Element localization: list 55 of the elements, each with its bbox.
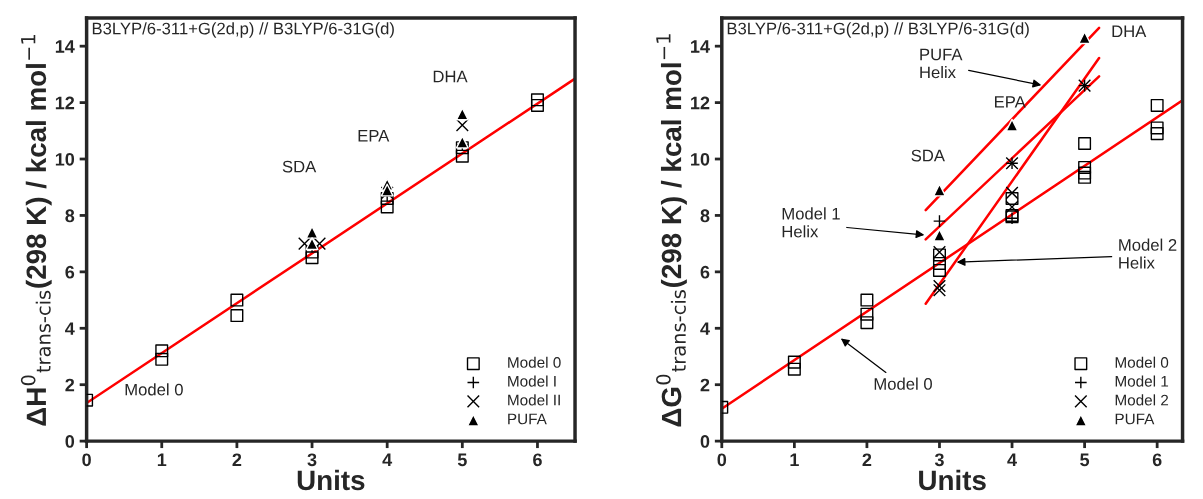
legend-label: Model 2 <box>1115 394 1169 406</box>
annotation: DHA <box>433 70 468 83</box>
legend-label: PUFA <box>1115 413 1155 425</box>
annotation: PUFA Helix <box>920 48 963 79</box>
x-tick-label: 3 <box>934 453 944 467</box>
y-axis-title: ΔH$^{0}$$_{trans-cis}$(298 K) / kcal mol$^{−1}$ <box>20 35 52 426</box>
y-tick-label: 8 <box>700 209 710 223</box>
y-tick-label: 12 <box>55 96 75 110</box>
y-tick-label: 0 <box>65 435 75 448</box>
y-tick-label: 2 <box>700 378 710 392</box>
x-tick-label: 0 <box>717 453 727 467</box>
legend-label: Model 0 <box>1115 356 1169 368</box>
y-tick-label: 10 <box>55 152 75 166</box>
annotation: Model 1 Helix <box>782 207 840 238</box>
x-tick-label: 4 <box>1007 453 1017 467</box>
legend-label: Model 0 <box>508 356 561 368</box>
annotation: SDA <box>282 160 317 173</box>
x-tick-label: 3 <box>307 453 317 467</box>
x-tick-label: 2 <box>862 453 872 467</box>
x-axis-title: Units <box>919 469 986 491</box>
annotation: Model 0 <box>125 383 183 396</box>
y-tick-label: 2 <box>65 378 75 392</box>
y-tick-label: 14 <box>691 40 710 53</box>
y-tick-label: 8 <box>65 209 75 223</box>
annotation: Model 0 <box>874 377 932 390</box>
x-tick-label: 5 <box>457 453 467 467</box>
y-tick-label: 10 <box>691 152 710 166</box>
y-tick-label: 12 <box>691 96 710 110</box>
x-tick-label: 5 <box>1080 453 1090 467</box>
x-tick-label: 0 <box>82 453 91 467</box>
y-tick-label: 4 <box>65 322 75 335</box>
y-tick-label: 0 <box>700 435 710 448</box>
y-axis-title: ΔG$^{0}$$_{trans-cis}$(298 K) / kcal mol$^{−1}$ <box>656 34 687 427</box>
y-tick-label: 6 <box>700 265 710 279</box>
annotation: EPA <box>358 129 390 142</box>
y-tick-label: 6 <box>65 265 75 279</box>
y-tick-label: 4 <box>700 322 710 335</box>
x-tick-label: 1 <box>157 453 167 467</box>
annotation: SDA <box>911 149 945 162</box>
x-tick-label: 2 <box>232 453 242 467</box>
annotation: DHA <box>1112 25 1147 38</box>
legend-label: Model I <box>508 375 556 387</box>
annotation: EPA <box>995 96 1026 108</box>
x-axis-title: Units <box>297 469 365 491</box>
legend-label: Model 1 <box>1115 375 1169 387</box>
annotation: B3LYP/6-311+G(2d,p) // B3LYP/6-31G(d) <box>727 22 1029 38</box>
y-tick-label: 14 <box>55 40 75 53</box>
x-tick-label: 6 <box>533 453 542 467</box>
legend-label: Model II <box>508 394 560 406</box>
annotation: B3LYP/6-311+G(2d,p) // B3LYP/6-31G(d) <box>92 22 394 38</box>
x-tick-label: 6 <box>1152 453 1162 467</box>
legend-label: PUFA <box>508 413 547 425</box>
x-tick-label: 1 <box>790 453 799 467</box>
x-tick-label: 4 <box>382 453 393 467</box>
annotation: Model 2 Helix <box>1119 238 1177 269</box>
